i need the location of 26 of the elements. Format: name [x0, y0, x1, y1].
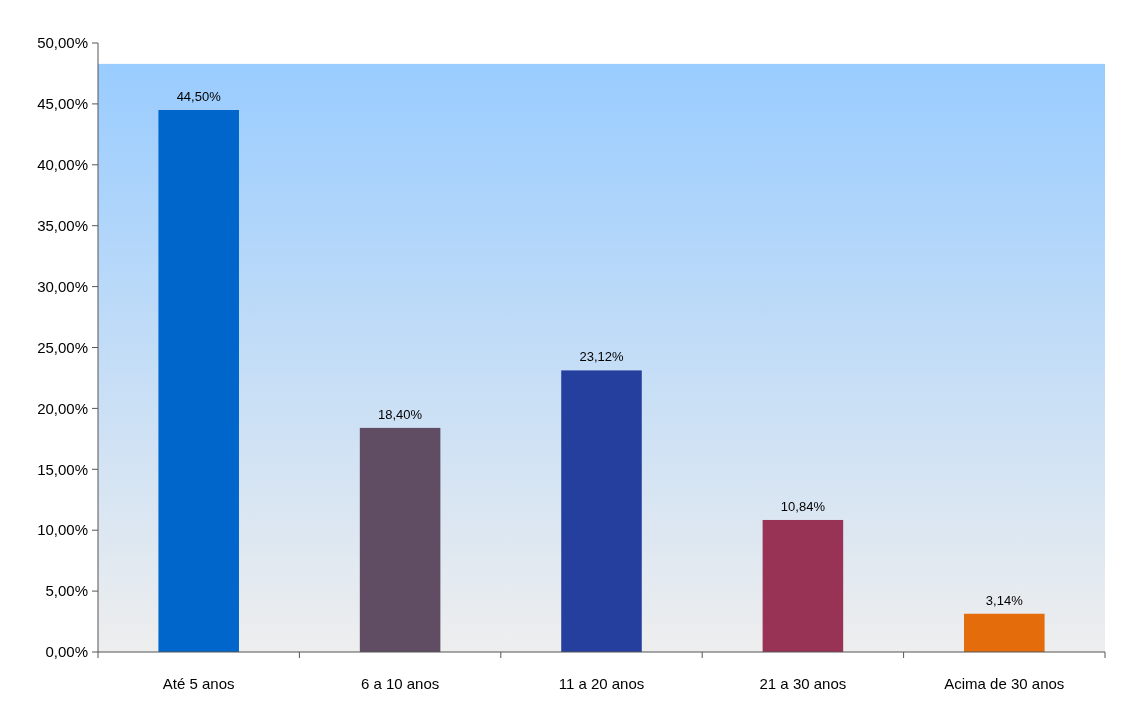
- y-tick-label: 25,00%: [37, 338, 88, 356]
- data-label: 18,40%: [378, 406, 423, 422]
- bar: [762, 519, 844, 652]
- data-label: 3,14%: [985, 592, 1024, 608]
- x-tick-label: Acima de 30 anos: [944, 675, 1065, 692]
- data-label: 44,50%: [176, 88, 222, 104]
- y-tick-label: 45,00%: [37, 95, 88, 113]
- y-tick-label: 40,00%: [37, 156, 88, 174]
- y-tick-label: 20,00%: [37, 399, 88, 417]
- y-tick-label: 30,00%: [37, 277, 88, 295]
- bar: [964, 613, 1045, 652]
- bar: [158, 109, 239, 652]
- y-tick-label: 0,00%: [45, 643, 88, 661]
- y-tick-label: 5,00%: [45, 582, 88, 600]
- y-tick-label: 10,00%: [37, 521, 88, 539]
- y-tick-label: 15,00%: [37, 460, 88, 478]
- x-tick-label: 11 a 20 anos: [558, 675, 645, 692]
- x-tick-label: 6 a 10 anos: [360, 675, 440, 692]
- bar: [359, 427, 441, 652]
- x-tick-label: Até 5 anos: [162, 675, 235, 692]
- x-tick-label: 21 a 30 anos: [759, 675, 847, 692]
- data-label: 10,84%: [780, 498, 826, 514]
- y-tick-label: 35,00%: [37, 216, 88, 234]
- data-label: 23,12%: [579, 349, 624, 365]
- bar: [561, 370, 642, 652]
- y-tick-label: 50,00%: [37, 34, 88, 52]
